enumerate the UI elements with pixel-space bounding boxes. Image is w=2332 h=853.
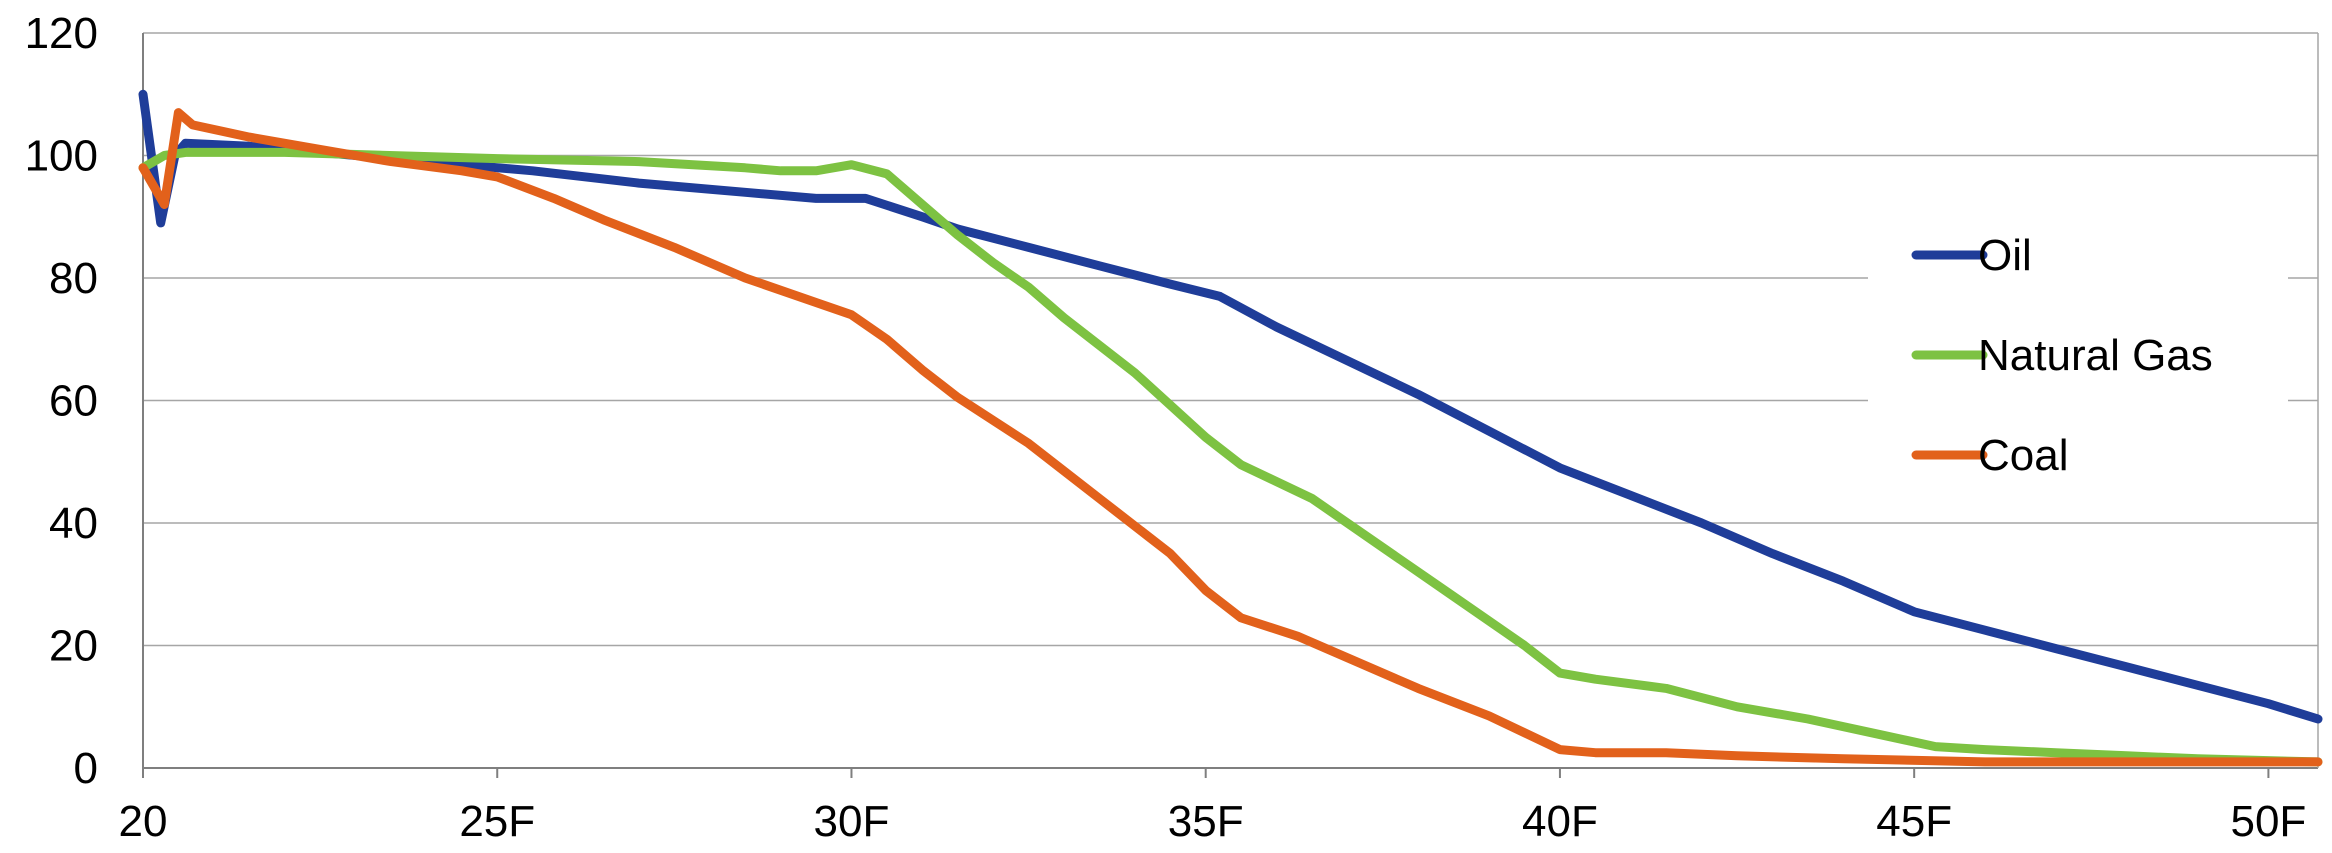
x-tick-label: 30F xyxy=(814,797,890,846)
y-tick-label: 60 xyxy=(49,377,98,426)
y-tick-label: 0 xyxy=(74,744,98,793)
y-tick-label: 40 xyxy=(49,499,98,548)
x-axis: 20 25F 30F 35F 40F 45F 50F xyxy=(119,33,2319,846)
y-tick-label: 80 xyxy=(49,254,98,303)
y-tick-label: 20 xyxy=(49,622,98,671)
y-tick-label: 100 xyxy=(25,132,98,181)
x-tick-label: 20 xyxy=(119,797,168,846)
x-tick-label: 35F xyxy=(1168,797,1244,846)
x-tick-label: 25F xyxy=(459,797,535,846)
legend-label-coal: Coal xyxy=(1978,431,2069,480)
series-lines xyxy=(138,89,2323,767)
x-tick-label: 40F xyxy=(1522,797,1598,846)
x-tick-label: 45F xyxy=(1876,797,1952,846)
legend-label-oil: Oil xyxy=(1978,231,2032,280)
series-line-coal xyxy=(138,108,2323,767)
legend-label-natural-gas: Natural Gas xyxy=(1978,331,2213,380)
legend: Oil Natural Gas Coal xyxy=(1868,195,2288,505)
series-line-natural-gas xyxy=(138,147,2323,767)
x-tick-label: 50F xyxy=(2230,797,2306,846)
y-axis-tick-labels: 0 20 40 60 80 100 120 xyxy=(25,9,98,793)
y-tick-label: 120 xyxy=(25,9,98,58)
